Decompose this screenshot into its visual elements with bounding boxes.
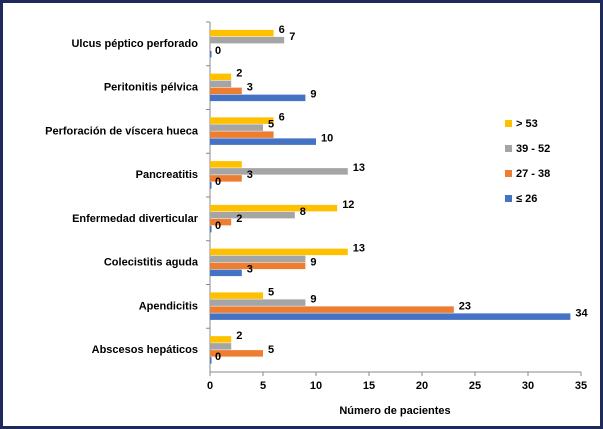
value-label: 5 [268,344,274,356]
bar [210,204,338,212]
bar [210,269,242,277]
value-label: 9 [310,89,316,101]
bar [210,182,212,189]
y-tick-label: Apendicitis [139,300,198,312]
x-tick-label: 35 [575,380,587,392]
value-label: 6 [279,24,285,36]
value-label: 5 [268,118,274,130]
value-label: 3 [247,169,253,181]
x-tick-label: 15 [363,380,375,392]
value-label: 3 [247,264,253,276]
y-tick-label: Enfermedad diverticular [72,213,199,225]
value-label: 9 [310,293,316,305]
value-label: 13 [353,162,365,174]
legend-label: > 53 [516,118,538,130]
value-label: 23 [459,300,471,312]
bar [210,50,212,58]
value-label: 13 [353,243,365,255]
bar [210,175,242,182]
value-label: 34 [575,307,588,319]
bar [210,94,306,102]
value-label: 9 [310,257,316,269]
legend-label: 27 - 38 [516,168,550,180]
bar [210,168,348,175]
value-label: 12 [342,199,354,211]
bar [210,138,316,145]
bar [210,117,274,124]
x-tick-label: 10 [310,380,322,392]
bar [210,343,232,350]
legend-swatch [505,195,512,202]
y-tick-label: Pancreatitis [136,169,198,181]
legend-label: 39 - 52 [516,143,550,155]
bar [210,255,306,263]
value-label: 0 [215,220,221,232]
bar [210,313,571,320]
bar [210,262,306,270]
value-label: 0 [215,176,221,188]
legend-swatch [505,145,512,152]
y-tick-label: Colecistitis aguda [104,257,199,269]
value-label: 6 [279,111,285,123]
legend-label: ≤ 26 [516,193,537,205]
bar [210,292,263,299]
bar [210,350,263,357]
x-tick-label: 5 [260,380,266,392]
value-label: 5 [268,286,274,298]
bar [210,131,274,138]
y-tick-label: Perforación de víscera hueca [45,125,199,137]
bar [210,36,285,44]
value-label: 2 [236,330,242,342]
bar [210,306,454,313]
x-tick-label: 20 [416,380,428,392]
bar [210,299,306,306]
x-tick-label: 25 [469,380,481,392]
bar [210,336,232,343]
bar [210,218,232,226]
y-tick-label: Abscesos hepáticos [92,344,198,356]
legend-swatch [505,170,512,177]
y-tick-label: Peritonitis pélvica [104,82,199,94]
x-tick-label: 0 [207,380,213,392]
value-label: 7 [289,31,295,43]
value-label: 3 [247,82,253,94]
value-label: 2 [236,68,242,80]
x-axis-label: Número de pacientes [339,405,450,417]
x-tick-label: 30 [522,380,534,392]
bar [210,87,242,95]
value-label: 0 [215,45,221,57]
value-label: 2 [236,213,242,225]
bar [210,80,232,88]
bar [210,124,263,131]
bar [210,29,274,37]
bar [210,225,212,233]
bar [210,73,232,81]
bar [210,357,212,364]
value-label: 8 [300,206,306,218]
value-label: 0 [215,351,221,363]
legend-swatch [505,120,512,127]
y-tick-label: Ulcus péptico perforado [71,38,198,50]
value-label: 10 [321,132,333,144]
bar [210,248,348,256]
bar [210,211,295,219]
bar [210,161,242,168]
